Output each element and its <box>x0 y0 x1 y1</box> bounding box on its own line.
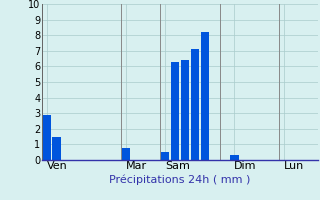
Bar <box>161 152 169 160</box>
Bar <box>230 155 239 160</box>
Bar <box>181 60 189 160</box>
Bar <box>191 49 199 160</box>
Bar <box>52 137 60 160</box>
Bar <box>42 115 51 160</box>
Bar <box>201 32 209 160</box>
Bar <box>171 62 179 160</box>
Bar <box>121 148 130 160</box>
X-axis label: Précipitations 24h ( mm ): Précipitations 24h ( mm ) <box>109 174 251 185</box>
